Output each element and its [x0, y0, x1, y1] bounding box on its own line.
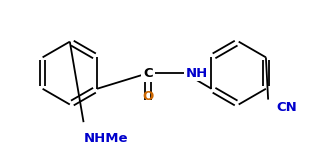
Text: NHMe: NHMe	[83, 132, 128, 145]
Text: O: O	[143, 90, 154, 103]
Text: C: C	[143, 67, 153, 80]
Text: NH: NH	[186, 67, 208, 80]
Text: CN: CN	[276, 101, 297, 114]
